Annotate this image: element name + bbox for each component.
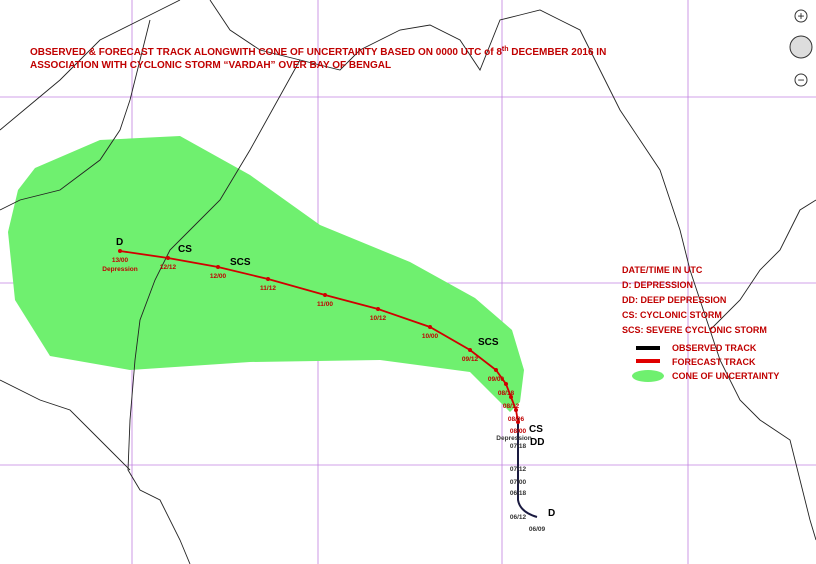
zoom-out-button[interactable]: [794, 73, 808, 87]
title-line-1: OBSERVED & FORECAST TRACK ALONGWITH CONE…: [30, 46, 606, 58]
intensity-label: SCS: [230, 257, 251, 268]
legend-note: CS: CYCLONIC STORM: [622, 310, 722, 320]
legend-item: OBSERVED TRACK: [672, 343, 757, 353]
track-point: [216, 265, 220, 269]
forecast-time: 08/00: [510, 428, 527, 435]
forecast-time: 09/12: [462, 356, 479, 363]
cone-of-uncertainty: [8, 136, 524, 412]
track-point: [504, 382, 508, 386]
title-sup: th: [502, 46, 509, 53]
compass[interactable]: [789, 35, 813, 59]
track-point: [516, 420, 520, 424]
forecast-time: 12/00: [210, 273, 227, 280]
forecast-time: 10/12: [370, 315, 387, 322]
zoom-in-button[interactable]: [794, 9, 808, 23]
legend-note: D: DEPRESSION: [622, 280, 693, 290]
track-point: [428, 325, 432, 329]
zoom-in[interactable]: +: [797, 9, 804, 23]
title-line-2: ASSOCIATION WITH CYCLONIC STORM “VARDAH”…: [30, 60, 391, 71]
title-text: OBSERVED & FORECAST TRACK ALONGWITH CONE…: [30, 47, 502, 58]
forecast-time: 09/00: [488, 376, 505, 383]
zoom-out[interactable]: −: [797, 73, 804, 87]
observed-track: [517, 418, 538, 518]
legend-note: DATE/TIME IN UTC: [622, 265, 703, 275]
legend-note: DD: DEEP DEPRESSION: [622, 295, 726, 305]
track-point: [323, 293, 327, 297]
track-point: [118, 249, 122, 253]
track-point: [514, 408, 518, 412]
forecast-time: 08/12: [503, 403, 520, 410]
forecast-time: 11/00: [317, 301, 333, 308]
track-point: [266, 277, 270, 281]
intensity-label: CS: [529, 424, 543, 435]
observed-time: 07/12: [510, 466, 527, 473]
track-point: [468, 348, 472, 352]
forecast-time: 11/12: [260, 285, 276, 292]
forecast-time: 12/12: [160, 264, 177, 271]
track-point: [509, 395, 513, 399]
legend-note: SCS: SEVERE CYCLONIC STORM: [622, 325, 767, 335]
legend: [632, 346, 664, 382]
track-point: [376, 307, 380, 311]
observed-time: 06/18: [510, 490, 527, 497]
track-point: [166, 256, 170, 260]
intensity-label: CS: [178, 244, 192, 255]
intensity-label: D: [548, 508, 555, 519]
observed-time: 07/00: [510, 479, 527, 486]
observed-time: 07/18: [510, 443, 527, 450]
title-text: DECEMBER 2016 IN: [509, 47, 607, 58]
depression-label: Depression: [496, 435, 531, 442]
forecast-time: 08/18: [498, 390, 515, 397]
forecast-time: 13/00: [112, 257, 129, 264]
depression-label: Depression: [102, 266, 137, 273]
intensity-label: D: [116, 237, 123, 248]
legend-item: CONE OF UNCERTAINTY: [672, 371, 779, 381]
forecast-time: 10/00: [422, 333, 439, 340]
track-point: [494, 368, 498, 372]
legend-item: FORECAST TRACK: [672, 357, 756, 367]
observed-time: 06/09: [529, 526, 546, 533]
forecast-time: 08/06: [508, 416, 525, 423]
intensity-label: SCS: [478, 337, 499, 348]
observed-time: 06/12: [510, 514, 527, 521]
intensity-label: DD: [530, 437, 544, 448]
